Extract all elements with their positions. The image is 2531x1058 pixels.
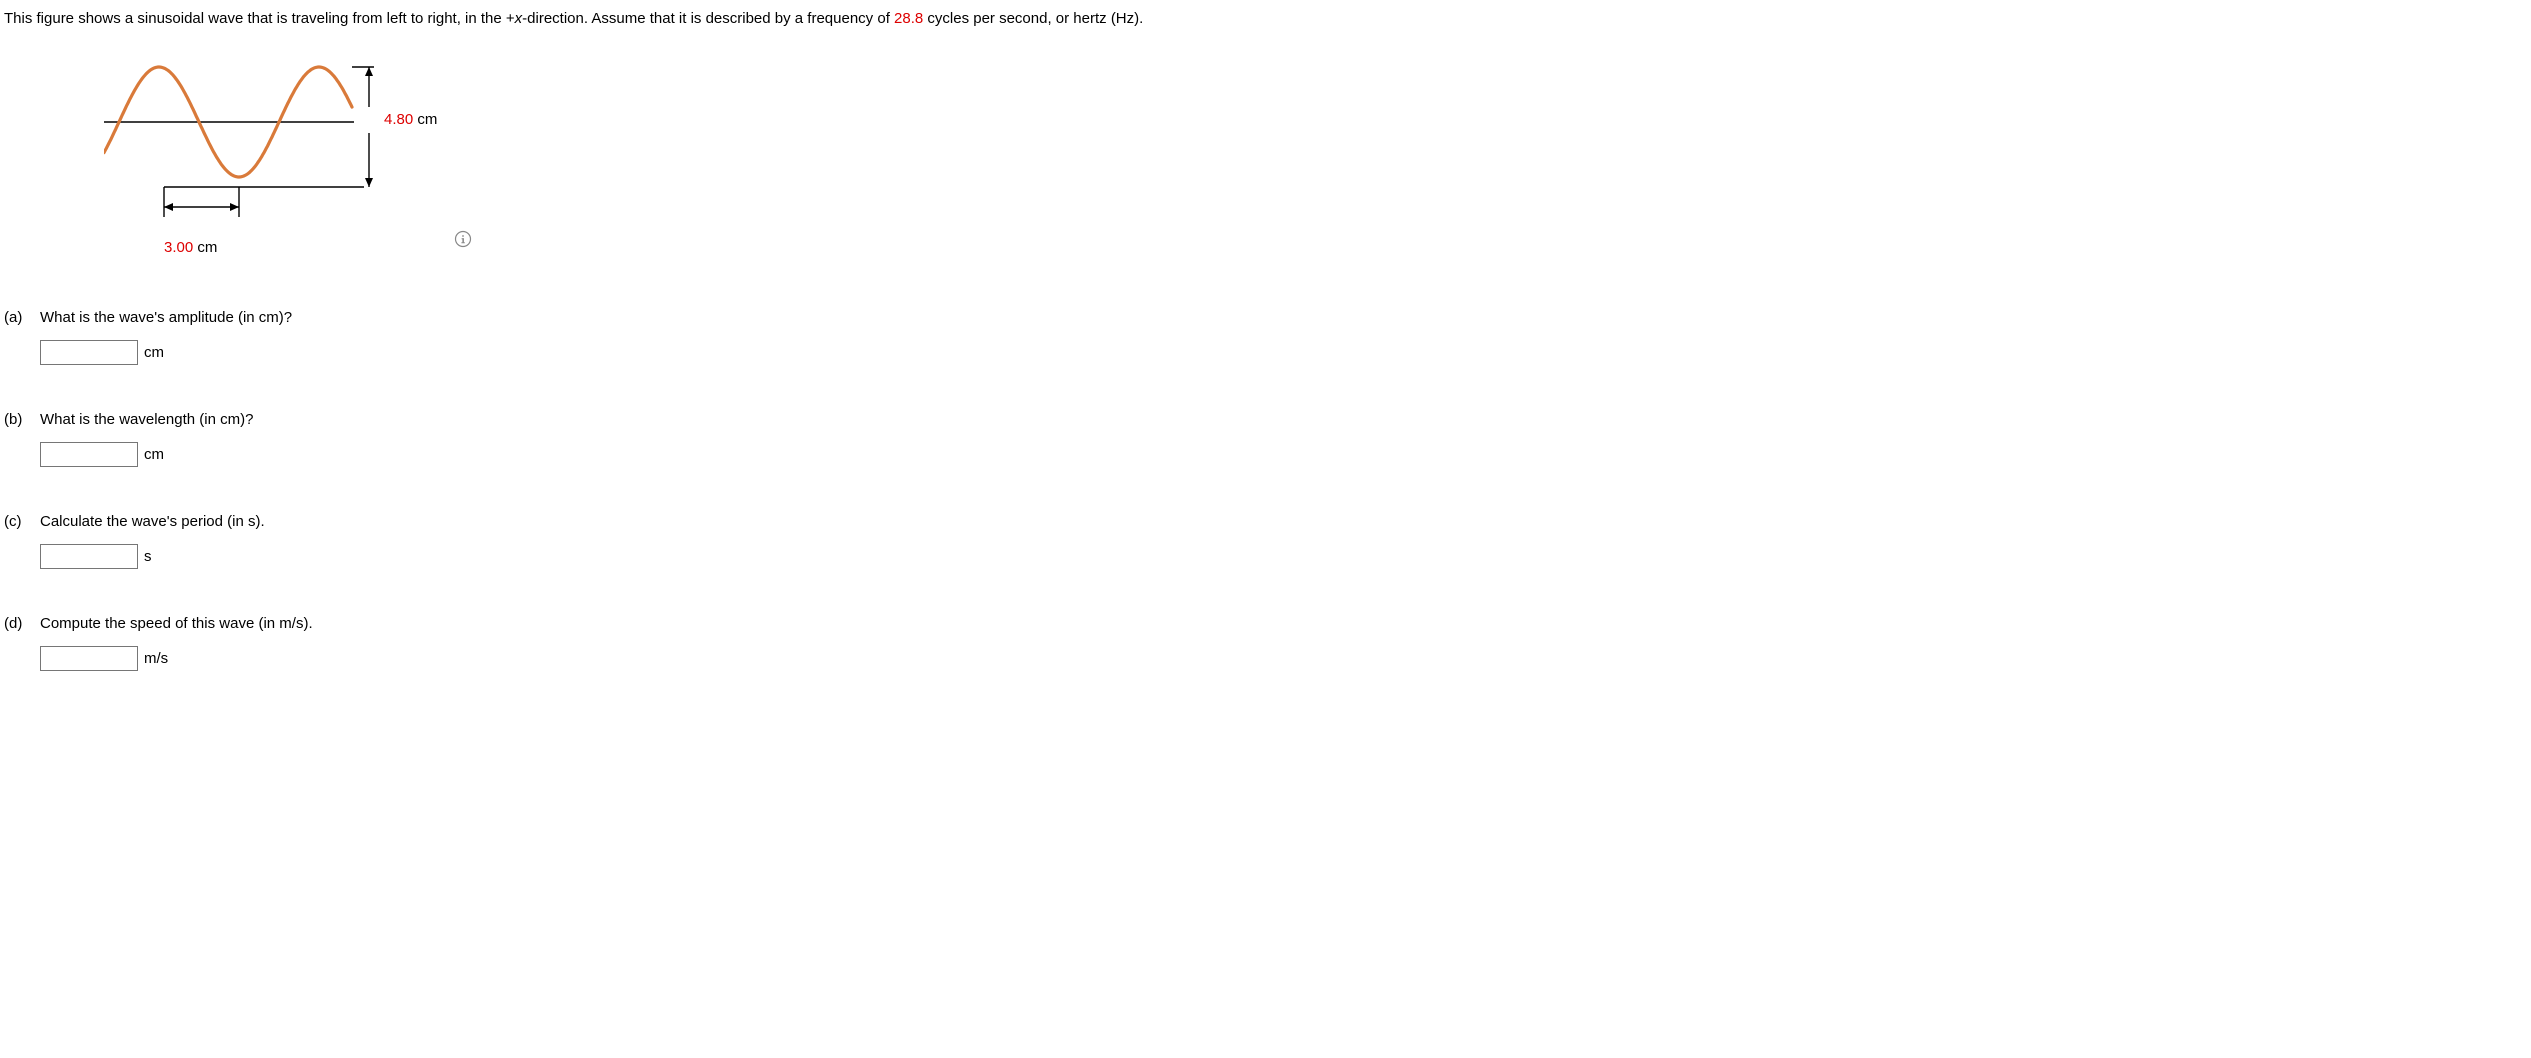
figure-halfwave-unit: cm [193, 239, 217, 256]
figure-halfwave-value: 3.00 [164, 239, 193, 256]
intro-freq-value: 28.8 [894, 10, 923, 27]
question-part: (a)What is the wave's amplitude (in cm)?… [4, 309, 2524, 365]
question-row: (a)What is the wave's amplitude (in cm)? [4, 309, 2524, 326]
answer-row: cm [40, 340, 2524, 365]
question-part: (c)Calculate the wave's period (in s). s [4, 513, 2524, 569]
figure-height-label: 4.80 cm [384, 111, 437, 128]
answer-input[interactable] [40, 340, 138, 365]
figure-height-value: 4.80 [384, 111, 413, 128]
problem-intro: This figure shows a sinusoidal wave that… [4, 8, 2524, 31]
intro-prefix: This figure shows a sinusoidal wave that… [4, 10, 515, 27]
wave-figure: 4.80 cm 3.00 cm [104, 59, 444, 269]
answer-row: s [40, 544, 2524, 569]
part-label: (b) [4, 411, 40, 428]
question-row: (d)Compute the speed of this wave (in m/… [4, 615, 2524, 632]
wave-svg [104, 59, 444, 269]
figure-height-unit: cm [413, 111, 437, 128]
part-label: (a) [4, 309, 40, 326]
answer-unit: m/s [144, 650, 168, 667]
answer-unit: cm [144, 344, 164, 361]
intro-suffix: cycles per second, or hertz (Hz). [923, 10, 1143, 27]
intro-mid: -direction. Assume that it is described … [522, 10, 894, 27]
part-label: (c) [4, 513, 40, 530]
answer-unit: s [144, 548, 152, 565]
answer-row: cm [40, 442, 2524, 467]
question-row: (b)What is the wavelength (in cm)? [4, 411, 2524, 428]
answer-row: m/s [40, 646, 2524, 671]
part-question: Compute the speed of this wave (in m/s). [40, 615, 313, 632]
question-part: (b)What is the wavelength (in cm)? cm [4, 411, 2524, 467]
answer-input[interactable] [40, 646, 138, 671]
question-part: (d)Compute the speed of this wave (in m/… [4, 615, 2524, 671]
answer-unit: cm [144, 446, 164, 463]
question-row: (c)Calculate the wave's period (in s). [4, 513, 2524, 530]
part-question: What is the wavelength (in cm)? [40, 411, 253, 428]
info-icon[interactable] [454, 230, 472, 248]
figure-halfwave-label: 3.00 cm [164, 239, 217, 256]
part-label: (d) [4, 615, 40, 632]
answer-input[interactable] [40, 544, 138, 569]
part-question: Calculate the wave's period (in s). [40, 513, 265, 530]
part-question: What is the wave's amplitude (in cm)? [40, 309, 292, 326]
answer-input[interactable] [40, 442, 138, 467]
